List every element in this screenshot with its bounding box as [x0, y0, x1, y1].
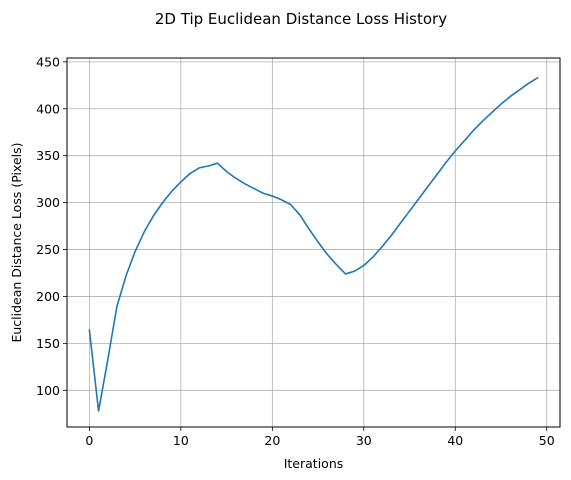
x-tick-label: 40 — [447, 433, 463, 448]
y-tick-label: 150 — [36, 336, 60, 351]
y-tick-label: 300 — [36, 195, 60, 210]
y-tick-label: 350 — [36, 148, 60, 163]
chart-title: 2D Tip Euclidean Distance Loss History — [155, 10, 447, 28]
y-tick-label: 100 — [36, 383, 60, 398]
axis-ticks: 0 10 20 30 40 50 100 150 200 250 300 350 400 450 — [36, 54, 555, 448]
y-tick-label: 250 — [36, 242, 60, 257]
y-tick-label: 200 — [36, 289, 60, 304]
x-tick-label: 20 — [264, 433, 280, 448]
y-tick-label: 450 — [36, 54, 60, 69]
grid-lines — [67, 58, 560, 427]
x-tick-label: 50 — [539, 433, 555, 448]
y-axis-label: Euclidean Distance Loss (Pixels) — [9, 142, 24, 342]
x-tick-label: 10 — [173, 433, 189, 448]
x-axis-label: Iterations — [284, 456, 344, 471]
series-layer — [88, 76, 539, 412]
series-line — [88, 76, 539, 412]
x-tick-label: 30 — [356, 433, 372, 448]
y-tick-label: 400 — [36, 101, 60, 116]
x-tick-label: 0 — [85, 433, 93, 448]
plot-frame — [66, 57, 561, 428]
